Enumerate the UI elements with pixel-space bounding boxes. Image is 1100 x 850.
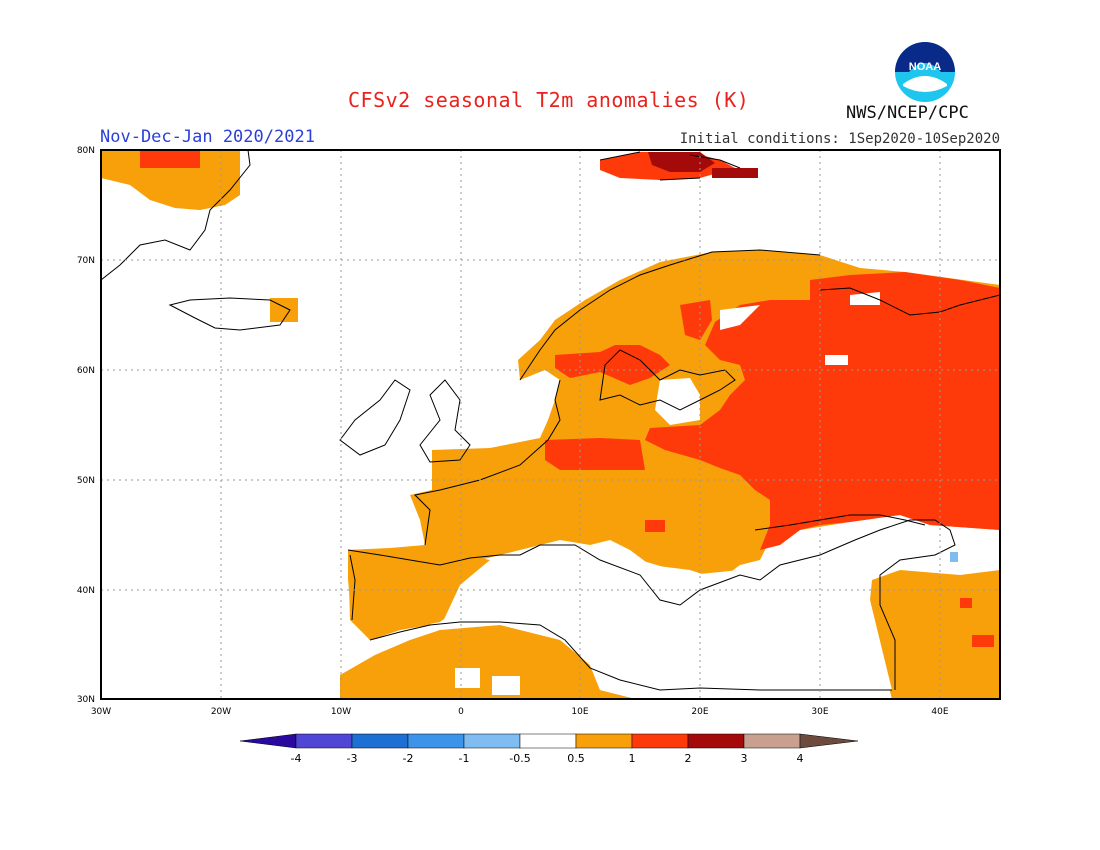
- map-gridlines: [101, 150, 1000, 699]
- initial-conditions: Initial conditions: 1Sep2020-10Sep2020: [679, 131, 1000, 147]
- legend-label: -3: [347, 752, 358, 765]
- legend-swatch-9: [743, 733, 801, 749]
- legend-swatch-8: [687, 733, 745, 749]
- color-legend: [239, 733, 859, 749]
- lon-label-10e: 10E: [571, 707, 588, 717]
- legend-label: 0.5: [567, 752, 585, 765]
- lon-labels: 30W 20W 10W 0 10E 20E 30E 40E: [91, 707, 949, 717]
- legend-label: -1: [459, 752, 470, 765]
- legend-arrow-high: [799, 733, 859, 749]
- lon-label-40e: 40E: [931, 707, 948, 717]
- legend-label: -0.5: [509, 752, 530, 765]
- lat-label-50n: 50N: [77, 476, 95, 486]
- lon-label-10w: 10W: [331, 707, 351, 717]
- legend-swatch-2: [351, 733, 409, 749]
- anomaly-region-africa: [340, 625, 636, 699]
- anomaly-fields: [101, 150, 1000, 699]
- legend-swatch-6: [575, 733, 633, 749]
- forecast-period: Nov-Dec-Jan 2020/2021: [100, 127, 315, 147]
- legend-arrow-low: [239, 733, 297, 749]
- lon-label-20w: 20W: [211, 707, 231, 717]
- legend-label: 3: [741, 752, 748, 765]
- legend-label: 4: [797, 752, 804, 765]
- organization-label: NWS/NCEP/CPC: [846, 103, 969, 123]
- legend-label: -4: [291, 752, 302, 765]
- legend-label: 2: [685, 752, 692, 765]
- map-frame: [100, 149, 1001, 700]
- legend-swatch-4: [463, 733, 521, 749]
- legend-swatch-3: [407, 733, 465, 749]
- coastlines: [101, 150, 1000, 691]
- legend-swatch-7: [631, 733, 689, 749]
- anomaly-region-greenland: [101, 150, 240, 210]
- logo-text: NOAA: [909, 61, 941, 73]
- lat-label-40n: 40N: [77, 586, 95, 596]
- lat-label-30n: 30N: [77, 695, 95, 705]
- lat-label-70n: 70N: [77, 256, 95, 266]
- legend-label: -2: [403, 752, 414, 765]
- legend-swatch-1: [295, 733, 353, 749]
- legend-swatch-5: [519, 733, 577, 749]
- chart-title: CFSv2 seasonal T2m anomalies (K): [348, 88, 750, 112]
- lat-label-60n: 60N: [77, 366, 95, 376]
- legend-label: 1: [629, 752, 636, 765]
- lat-labels: 80N 70N 60N 50N 40N 30N: [77, 146, 95, 705]
- lon-label-0: 0: [458, 707, 464, 717]
- lat-label-80n: 80N: [77, 146, 95, 156]
- legend-labels: -4 -3 -2 -1 -0.5 0.5 1 2 3 4: [291, 752, 804, 765]
- anomaly-region-darkred: [648, 152, 715, 172]
- lon-label-30w: 30W: [91, 707, 111, 717]
- noaa-logo-icon: NOAA: [895, 42, 955, 102]
- lon-label-30e: 30E: [811, 707, 828, 717]
- lon-label-20e: 20E: [691, 707, 708, 717]
